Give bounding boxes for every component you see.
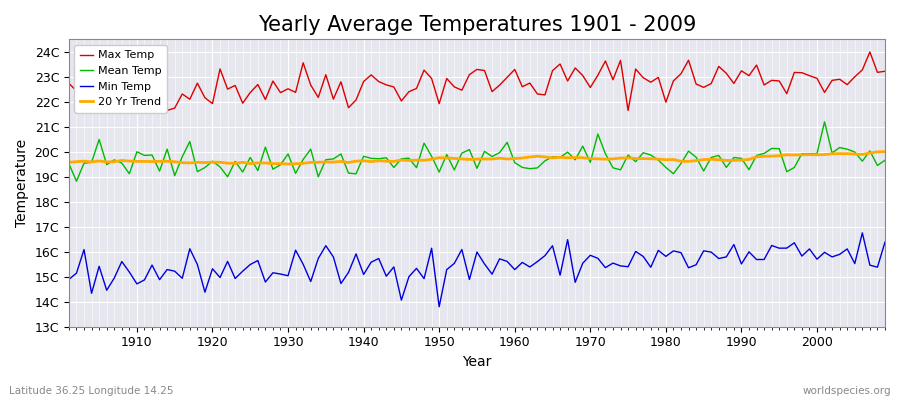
Max Temp — [509, 67, 520, 72]
Mean Temp — [131, 149, 142, 154]
Legend: Max Temp, Mean Temp, Min Temp, 20 Yr Trend: Max Temp, Mean Temp, Min Temp, 20 Yr Tre… — [75, 45, 167, 113]
Min Temp — [879, 240, 890, 244]
Max Temp — [502, 75, 513, 80]
Mean Temp — [509, 160, 520, 165]
Title: Yearly Average Temperatures 1901 - 2009: Yearly Average Temperatures 1901 - 2009 — [257, 15, 696, 35]
Mean Temp — [879, 158, 890, 163]
20 Yr Trend — [517, 156, 527, 160]
Min Temp — [509, 267, 520, 272]
Max Temp — [600, 59, 611, 64]
Min Temp — [336, 281, 346, 286]
X-axis label: Year: Year — [463, 355, 491, 369]
Min Temp — [517, 260, 527, 265]
Text: worldspecies.org: worldspecies.org — [803, 386, 891, 396]
20 Yr Trend — [64, 160, 75, 165]
Y-axis label: Temperature: Temperature — [15, 139, 29, 227]
Max Temp — [336, 80, 346, 84]
Max Temp — [124, 92, 135, 96]
Line: 20 Yr Trend: 20 Yr Trend — [69, 152, 885, 164]
Mean Temp — [517, 165, 527, 170]
20 Yr Trend — [509, 156, 520, 161]
Mean Temp — [64, 161, 75, 166]
Max Temp — [64, 81, 75, 86]
Min Temp — [857, 230, 868, 235]
20 Yr Trend — [298, 161, 309, 166]
20 Yr Trend — [879, 149, 890, 154]
Text: Latitude 36.25 Longitude 14.25: Latitude 36.25 Longitude 14.25 — [9, 386, 174, 396]
Max Temp — [865, 50, 876, 54]
Mean Temp — [343, 171, 354, 176]
Line: Min Temp: Min Temp — [69, 233, 885, 307]
Min Temp — [434, 304, 445, 309]
20 Yr Trend — [124, 159, 135, 164]
20 Yr Trend — [608, 156, 618, 161]
Max Temp — [623, 108, 634, 113]
Line: Max Temp: Max Temp — [69, 52, 885, 110]
20 Yr Trend — [343, 160, 354, 165]
Min Temp — [290, 248, 301, 252]
Mean Temp — [71, 179, 82, 184]
Mean Temp — [298, 157, 309, 162]
Min Temp — [608, 261, 618, 266]
Line: Mean Temp: Mean Temp — [69, 122, 885, 181]
Min Temp — [64, 277, 75, 282]
20 Yr Trend — [283, 162, 293, 166]
Max Temp — [879, 69, 890, 74]
Max Temp — [290, 90, 301, 95]
Mean Temp — [608, 166, 618, 170]
Min Temp — [124, 270, 135, 274]
Mean Temp — [819, 120, 830, 124]
